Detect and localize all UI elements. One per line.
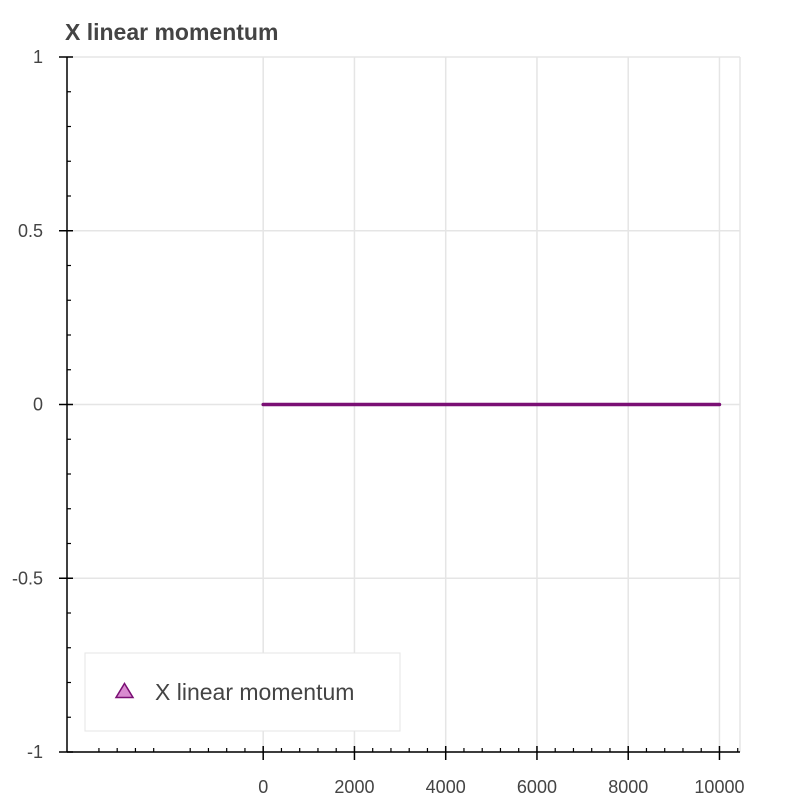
x-tick-label: 2000 [334,777,374,797]
legend-triangle-marker [114,682,135,699]
x-tick-label: 6000 [517,777,557,797]
legend-label: X linear momentum [155,679,354,705]
x-tick-label: 4000 [426,777,466,797]
legend-box [84,652,401,732]
y-tick-label: -1 [27,742,43,762]
chart-title: X linear momentum [65,19,278,45]
y-tick-label: 0 [33,395,43,415]
y-tick-label: 1 [33,47,43,67]
x-tick-label: 8000 [608,777,648,797]
y-tick-label: -0.5 [12,568,43,588]
legend: X linear momentum [84,652,401,732]
x-tick-label: 10000 [694,777,744,797]
x-tick-label: 0 [258,777,268,797]
y-tick-label: 0.5 [18,221,43,241]
axes: 1 0.5 0 -0.5 -1 0 2000 4000 6000 8000 10000 [12,47,745,797]
